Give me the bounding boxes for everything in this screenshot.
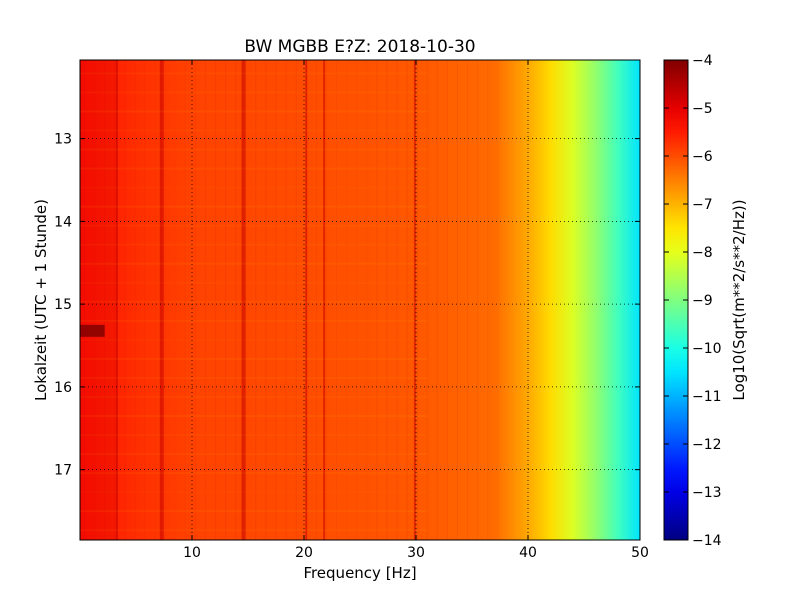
colorbar: −4 −5 −6 −7 −8 −9 −10 −11 −12 −13 −14 Log10(Sqrt(m…	[663, 53, 748, 549]
colorbar-label: Log10(Sqrt(m**2/s**2/Hz))	[730, 199, 748, 400]
colorbar-tick-label: −10	[692, 341, 722, 357]
x-axis-label: Frequency [Hz]	[303, 564, 416, 582]
colorbar-tick-label: −4	[692, 53, 713, 69]
y-axis-label: Lokalzeit (UTC + 1 Stunde)	[32, 199, 50, 401]
colorbar-tick-label: −12	[692, 437, 722, 453]
chart-title: BW MGBB E?Z: 2018-10-30	[244, 37, 475, 57]
colorbar-tick-label: −5	[692, 101, 713, 117]
y-tick-label: 13	[54, 132, 72, 148]
narrowband-line	[241, 60, 246, 540]
x-tick-label: 30	[407, 545, 425, 561]
spectrogram-base	[80, 60, 640, 540]
transient-event	[80, 324, 105, 337]
colorbar-tick-label: −9	[692, 293, 713, 309]
x-tick-label: 20	[295, 545, 313, 561]
y-tick-label: 15	[54, 297, 72, 313]
low-frequency-band	[80, 60, 117, 540]
colorbar-tick-label: −7	[692, 197, 713, 213]
colorbar-tick-label: −6	[692, 149, 713, 165]
narrowband-line	[305, 60, 308, 540]
narrowband-line	[413, 60, 416, 540]
plot-grid	[80, 60, 640, 540]
y-axis: 13 14 15 16 17	[54, 132, 640, 479]
y-tick-label: 17	[54, 463, 72, 479]
colorbar-tick-label: −8	[692, 245, 713, 261]
narrowband-line	[159, 60, 164, 540]
narrowband-line	[115, 60, 118, 540]
y-tick-label: 16	[54, 380, 72, 396]
x-tick-label: 40	[519, 545, 537, 561]
x-tick-label: 50	[631, 545, 649, 561]
colorbar-tick-label: −11	[692, 389, 722, 405]
colorbar-ticks: −4 −5 −6 −7 −8 −9 −10 −11 −12 −13 −14	[664, 53, 722, 549]
spectrogram-overlays	[80, 60, 499, 540]
plot-frame	[79, 59, 641, 541]
colorbar-tick-label: −13	[692, 485, 722, 501]
y-tick-label: 14	[54, 214, 72, 230]
x-tick-label: 10	[183, 545, 201, 561]
plot-area: 10 20 30 40 50 13 14 15 16 17	[54, 59, 649, 561]
colorbar-tick-label: −14	[692, 533, 722, 549]
x-axis: 10 20 30 40 50	[183, 60, 649, 561]
narrowband-line	[323, 60, 326, 540]
